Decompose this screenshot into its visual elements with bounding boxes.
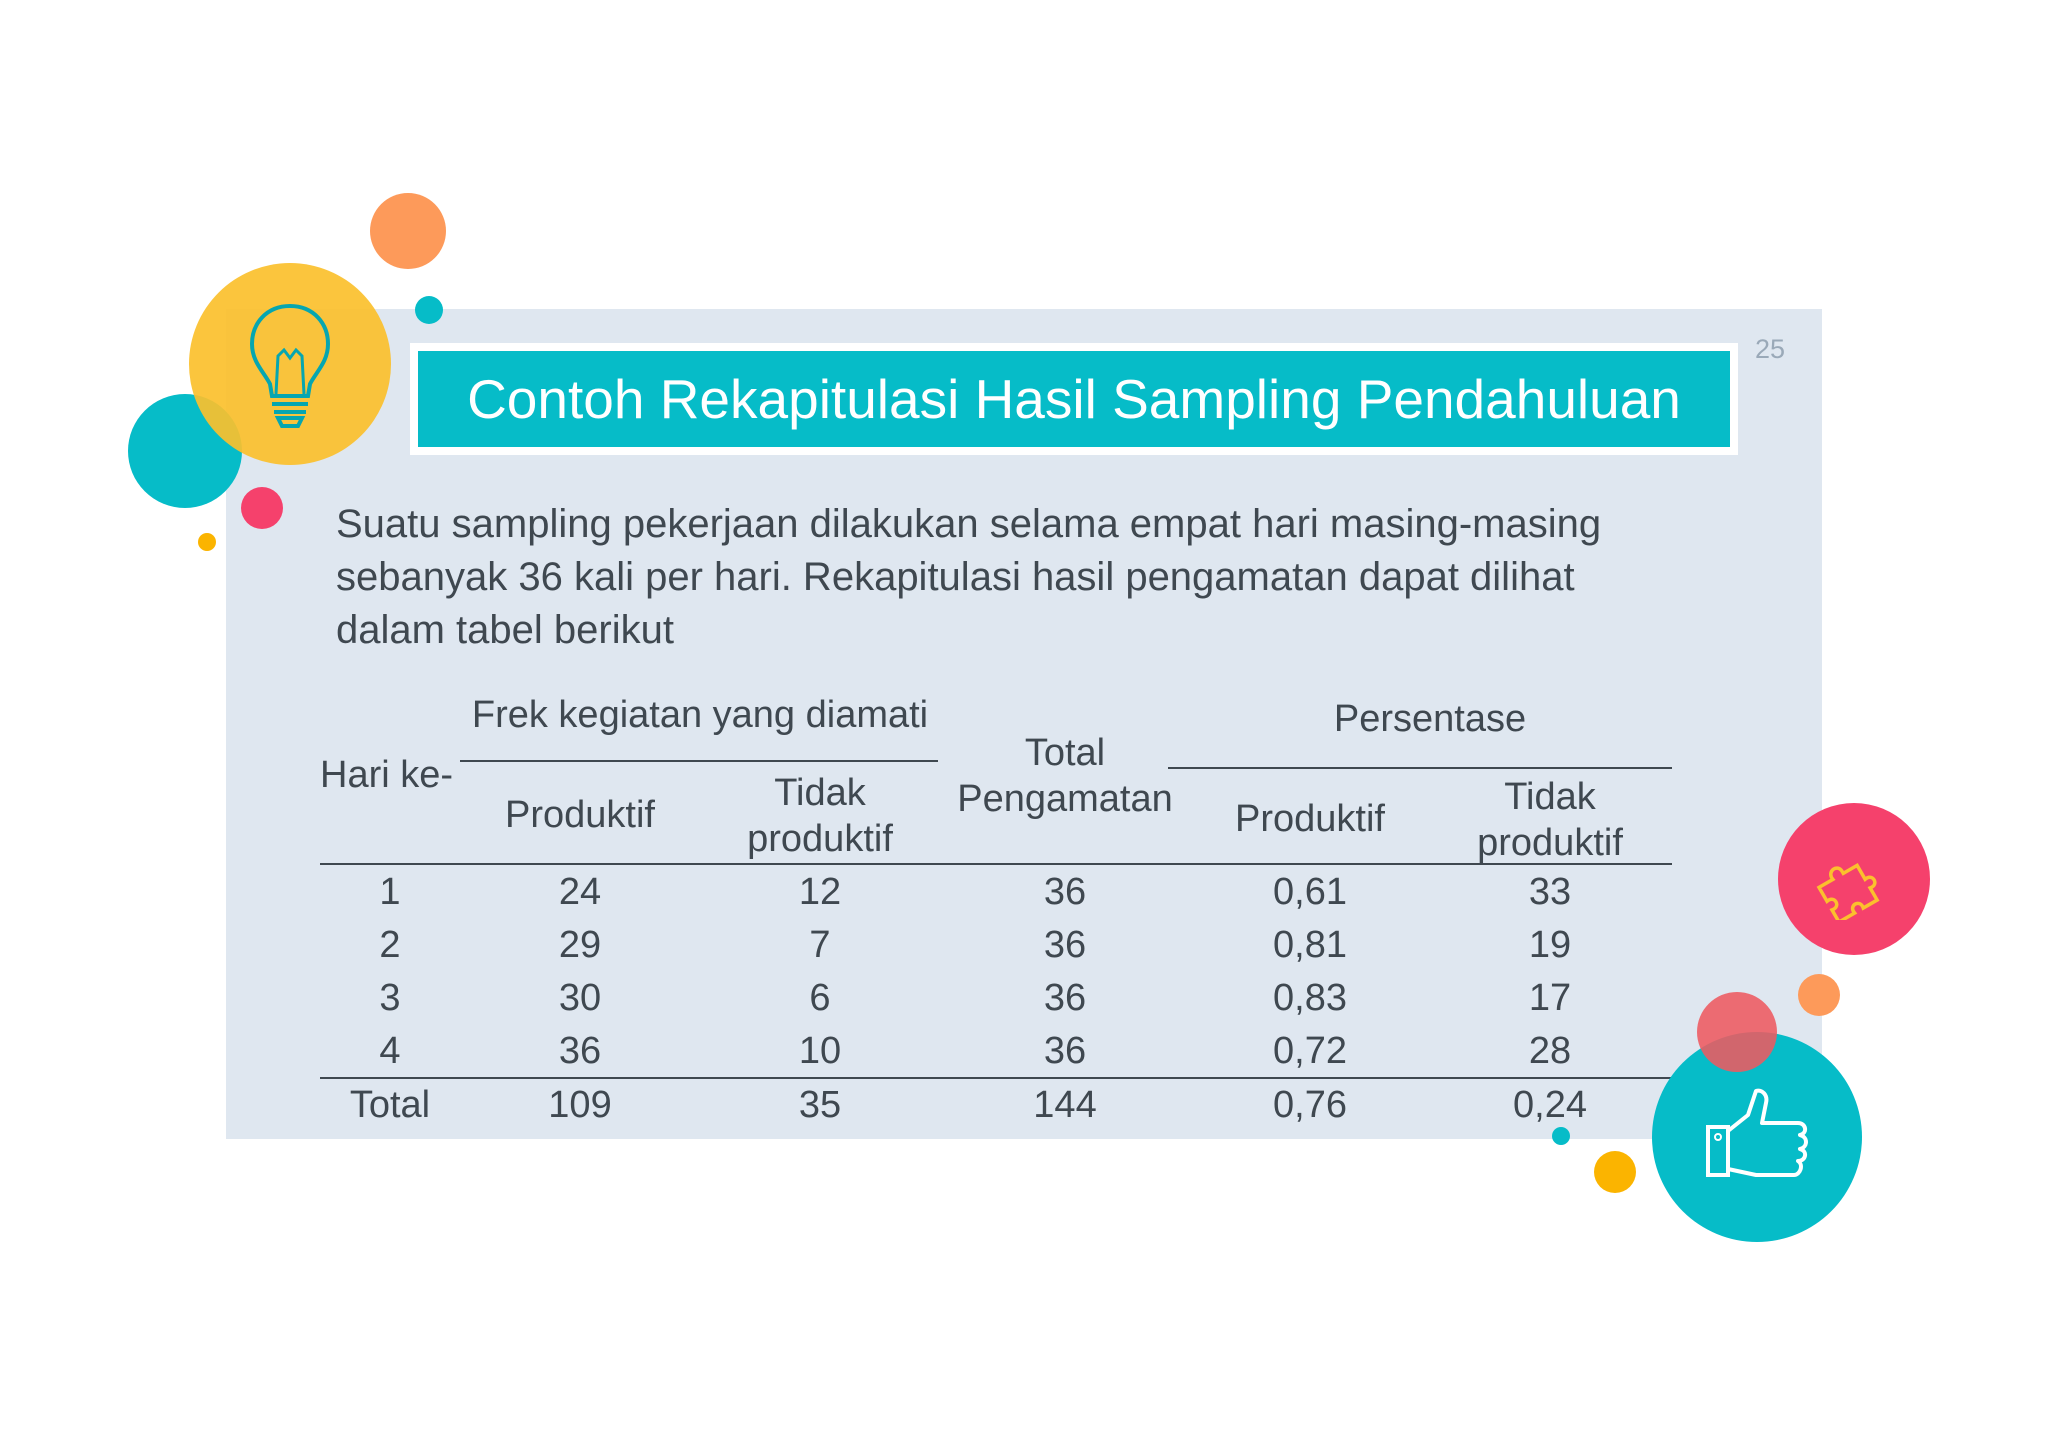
header-frek-rule [460,760,938,762]
cell-total-frek-produktif: 109 [548,1084,612,1126]
intro-line: Suatu sampling pekerjaan dilakukan selam… [336,502,1602,546]
cell-total-total: 144 [1033,1084,1097,1126]
cell-total-persen-tidak: 0,24 [1513,1084,1587,1126]
rekap-table: Hari ke- Frek kegiatan yang diamati Prod… [320,692,1672,1132]
slide-number: 25 [1754,334,1786,364]
puzzle-icon [1814,840,1894,925]
header-total-line2: Pengamatan [957,778,1173,820]
header-frek-tidak: Tidak produktif [700,770,940,862]
cell-total: 36 [1043,977,1087,1019]
cell-frek-produktif: 29 [558,924,602,966]
cell-persen-tidak: 19 [1528,924,1572,966]
decor-bubble-teal-large [1652,1032,1862,1242]
cell-hari: 2 [379,924,401,966]
header-frek-produktif: Produktif [505,794,655,836]
header-persen-tidak-line1: Tidak [1504,776,1596,818]
cell-persen-produktif: 0,61 [1273,871,1347,913]
cell-frek-produktif: 36 [558,1030,602,1072]
decor-bubble-yellow-dot [198,533,216,551]
cell-frek-produktif: 24 [558,871,602,913]
header-total-line1: Total [1024,732,1106,774]
decor-bubble-red-overlap [1697,992,1777,1072]
decor-bubble-yellow-large [189,263,391,465]
cell-total-label: Total [349,1084,431,1126]
cell-total-persen-produktif: 0,76 [1273,1084,1347,1126]
cell-frek-produktif: 30 [558,977,602,1019]
header-bottom-rule [320,863,1672,865]
cell-frek-tidak: 7 [809,924,831,966]
header-persen-group: Persentase [1333,698,1527,740]
thumbs-up-icon [1704,1085,1814,1185]
cell-persen-produktif: 0,83 [1273,977,1347,1019]
decor-bubble-orange-right [1798,974,1840,1016]
header-persen-rule [1168,767,1672,769]
cell-total: 36 [1043,871,1087,913]
cell-persen-tidak: 33 [1528,871,1572,913]
title-bar: Contoh Rekapitulasi Hasil Sampling Penda… [410,343,1738,455]
header-total: Total Pengamatan [940,730,1190,822]
decor-bubble-teal-small [415,296,443,324]
header-frek-tidak-line1: Tidak [774,772,866,814]
header-frek-tidak-line2: produktif [747,818,893,860]
cell-hari: 1 [379,871,401,913]
cell-hari: 3 [379,977,401,1019]
cell-persen-produktif: 0,72 [1273,1030,1347,1072]
cell-total: 36 [1043,1030,1087,1072]
slide-title: Contoh Rekapitulasi Hasil Sampling Penda… [418,351,1730,447]
intro-line: sebanyak 36 kali per hari. Rekapitulasi … [336,555,1575,599]
cell-frek-tidak: 10 [798,1030,842,1072]
decor-bubble-orange-top [370,193,446,269]
decor-bubble-teal-dot [1552,1127,1570,1145]
header-frek-group: Frek kegiatan yang diamati [471,694,929,736]
header-persen-tidak: Tidak produktif [1430,774,1670,866]
decor-bubble-pink-small [241,487,283,529]
decor-bubble-yellow-right [1594,1151,1636,1193]
intro-line: dalam tabel berikut [336,608,674,652]
total-rule [320,1077,1672,1079]
header-hari: Hari ke- [320,754,454,796]
cell-hari: 4 [379,1030,401,1072]
cell-persen-tidak: 28 [1528,1030,1572,1072]
header-persen-tidak-line2: produktif [1477,822,1623,864]
lightbulb-icon [242,300,338,432]
cell-persen-tidak: 17 [1528,977,1572,1019]
header-persen-produktif: Produktif [1235,798,1385,840]
cell-frek-tidak: 12 [798,871,842,913]
cell-total: 36 [1043,924,1087,966]
decor-bubble-pink-puzzle [1778,803,1930,955]
intro-paragraph: Suatu sampling pekerjaan dilakukan selam… [336,498,1696,657]
cell-frek-tidak: 6 [809,977,831,1019]
cell-total-frek-tidak: 35 [798,1084,842,1126]
cell-persen-produktif: 0,81 [1273,924,1347,966]
